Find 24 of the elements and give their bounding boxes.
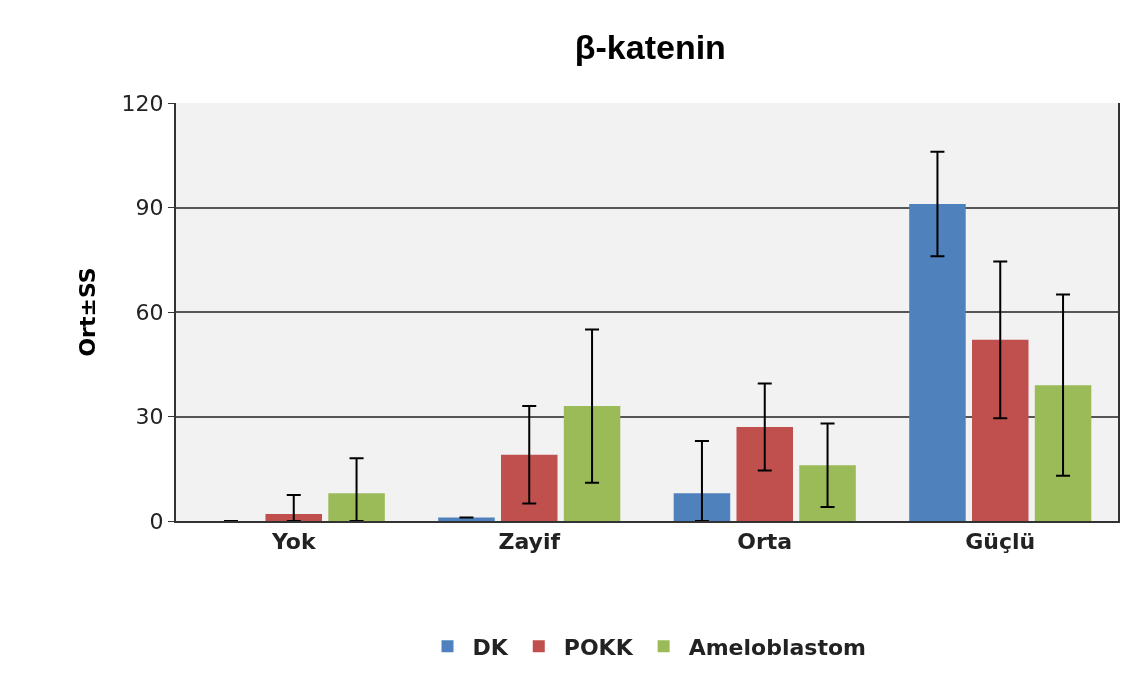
legend-label: POKK — [563, 634, 634, 660]
bar — [328, 493, 385, 521]
y-tick-label: 120 — [121, 90, 164, 116]
x-tick-label: Yok — [270, 529, 317, 555]
x-tick-label: Zayif — [498, 529, 561, 555]
bar — [799, 465, 856, 521]
bar — [500, 454, 558, 521]
y-tick-label: 0 — [149, 508, 164, 534]
x-tick-label: Güçlü — [965, 529, 1036, 555]
y-axis-title: Ort±SS — [74, 267, 100, 357]
bar — [736, 426, 794, 521]
legend-label: Ameloblastom — [688, 634, 866, 660]
y-tick-label: 30 — [135, 404, 164, 430]
bar — [909, 204, 966, 521]
bar — [563, 406, 621, 521]
bar — [1034, 385, 1092, 521]
chart-title: β-katenin — [574, 27, 726, 66]
y-tick-label: 90 — [135, 195, 164, 221]
legend-label: DK — [472, 634, 509, 660]
x-tick-label: Orta — [737, 529, 793, 555]
y-tick-label: 60 — [135, 299, 164, 325]
bar — [265, 514, 323, 521]
bar — [971, 339, 1029, 521]
bar — [673, 493, 731, 521]
